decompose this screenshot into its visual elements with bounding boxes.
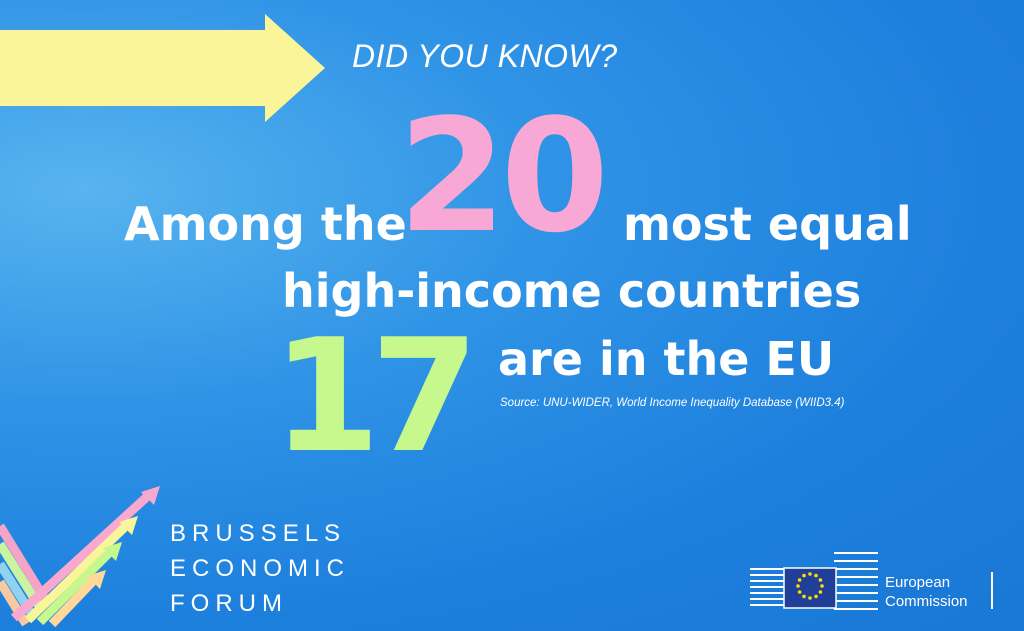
ec-wordmark: European Commission [885, 573, 968, 611]
commission-building-icon [750, 552, 878, 610]
stat-number-17: 17 [272, 305, 479, 487]
source-citation: Source: UNU-WIDER, World Income Inequali… [500, 397, 845, 409]
stat-line3: are in the EU [498, 332, 835, 386]
bef-line-forum: FORUM [170, 590, 288, 617]
ec-line-commission: Commission [885, 593, 968, 610]
stat-line2: high-income countries [282, 264, 862, 318]
bef-line-economic: ECONOMIC [170, 555, 350, 582]
stat-number-20: 20 [398, 85, 609, 267]
bef-arrows-logo-icon [0, 486, 160, 628]
arrow-banner-icon [0, 14, 325, 122]
bef-wordmark: BRUSSELS ECONOMIC FORUM [170, 516, 350, 621]
did-you-know-heading: DID YOU KNOW? [352, 38, 618, 74]
stat-line1-before: Among the [124, 197, 407, 251]
ec-divider [991, 572, 993, 609]
ec-line-european: European [885, 574, 951, 591]
stat-line1-after: most equal [623, 197, 912, 251]
bef-line-brussels: BRUSSELS [170, 520, 347, 547]
